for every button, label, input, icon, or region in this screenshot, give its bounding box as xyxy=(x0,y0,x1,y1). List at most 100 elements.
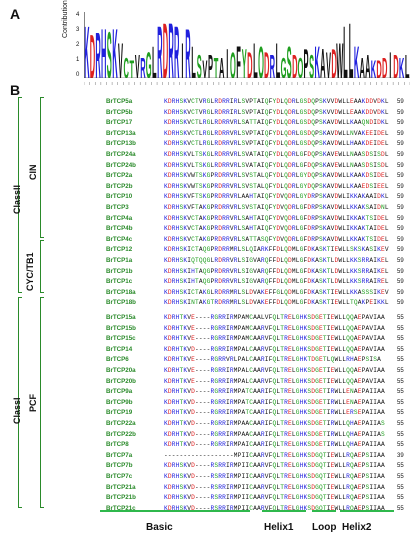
sequence-name: BrTCP2b xyxy=(106,182,133,190)
sequence-name: BrTCP13a xyxy=(106,129,136,137)
alignment-row: BrTCP24b KDRHSKVLTSKGLRDRRVRLSVATAIQFYDLQ… xyxy=(0,161,415,172)
sequence-name: BrTCP18b xyxy=(106,299,136,307)
logo-position-axis xyxy=(84,82,410,85)
logo-residue: R xyxy=(157,12,162,78)
sequence-name: BrTCP14 xyxy=(106,345,133,353)
sequence-name: BrTCP3 xyxy=(106,204,129,211)
alignment-row: BrTCP21c KDRHSKVD----RSRRIRMPIICAARVFQLTR… xyxy=(0,504,415,515)
sequence-residues: KDRHSKICTAQGPRDRRMRLSLQIARKFFDLQDMLGFDKA… xyxy=(164,246,389,254)
sequence-length: 55 xyxy=(397,474,404,480)
alignment-row: BrTCP15b KDRHTKVE----RGRRIRMPAMCAARVFQLTR… xyxy=(0,324,415,335)
alignment-row: BrTCP13b KDRHSKVCTLRGLRDRRVRLSVPTAIQFYDLQ… xyxy=(0,139,415,150)
sequence-length: 59 xyxy=(397,258,404,264)
sequence-length: 55 xyxy=(397,357,404,364)
logo-residue: P xyxy=(304,42,309,78)
logo-residue: I xyxy=(389,45,391,78)
bracket-tick xyxy=(40,297,44,298)
logo-residue: R xyxy=(270,49,275,78)
sequence-length: 55 xyxy=(397,315,404,321)
sequence-length: 59 xyxy=(397,205,404,211)
sequence-name: BrTCP22a xyxy=(106,420,136,427)
alignment-row: BrTCP5b KDRHSKVCTVRGLRDRRIRLSVPTAIQFYDLQD… xyxy=(0,108,415,119)
sequence-name: BrTCP1a xyxy=(106,257,133,264)
sequence-name: BrTCP19 xyxy=(106,409,133,417)
sequence-residues: KDRHSKVCTVRGLRDRRIRLSVPTAIQFYDLQDRLGSDQP… xyxy=(164,108,389,116)
sequence-length: 55 xyxy=(397,442,404,449)
loop-region-label: Loop xyxy=(312,522,337,533)
sequence-residues: KDRHTKVD----RGRRIRMPALCAARVFQLTRELGHKSDG… xyxy=(164,345,385,353)
logo-residue: K xyxy=(354,36,360,78)
sequence-length: 55 xyxy=(397,410,404,417)
logo-residue: K xyxy=(399,53,405,78)
alignment-row: BrTCP12 KDRHSKICTAQGPRDRRMRLSLQIARKFFDLQD… xyxy=(0,245,415,256)
logo-residue: L xyxy=(349,12,354,78)
sequence-name: BrTCP20b xyxy=(106,377,136,385)
sequence-name: BrTCP13b xyxy=(106,140,136,148)
alignment-row: BrTCP21b KDRHSKVD----RSRRIRMPIICAARVFQLTR… xyxy=(0,493,415,504)
sequence-length: 59 xyxy=(397,173,404,180)
cin-bracket xyxy=(40,97,41,237)
sequence-length: 55 xyxy=(397,484,404,491)
sequence-length: 55 xyxy=(397,431,404,438)
sequence-length: 55 xyxy=(397,378,404,385)
sequence-residues: KDRHSKICTAKGLRDRRMRLSLDVAKEFFGLQDMLGFDKA… xyxy=(164,288,389,296)
sequence-name: BrTCP12 xyxy=(106,246,133,254)
sequence-name: BrTCP5b xyxy=(106,108,133,116)
logo-residue: Q xyxy=(258,36,264,78)
alignment-row: BrTCP17 KDRHSKVCTLRGLRDRRVRLSATTAIQFYDLQD… xyxy=(0,118,415,129)
sequence-residues: KDRHTKVE----RGRRIRMPALCAARVFQLTRELGHKSDG… xyxy=(164,367,385,374)
logo-residue: C xyxy=(123,53,128,78)
cin-label: CIN xyxy=(28,164,38,181)
pcf-label: PCF xyxy=(28,394,38,412)
logo-residue: V xyxy=(118,33,123,78)
class2-bracket xyxy=(18,97,19,292)
sequence-name: BrTCP21a xyxy=(106,483,136,491)
logo-residue: L xyxy=(276,33,281,78)
logo-residue: Q xyxy=(297,53,303,78)
sequence-name: BrTCP21c xyxy=(106,504,136,512)
alignment-row: BrTCP21a KDRHSKVD----RSRRIRMPIICAARVFQLTR… xyxy=(0,483,415,494)
logo-residue: G xyxy=(281,53,287,78)
bracket-tick xyxy=(18,507,22,508)
alignment-row: BrTCP3 KDRHSKVFTAKGPRDRRVRLSVSTAIQFYDVQDR… xyxy=(0,203,415,214)
logo-ytick: 0 xyxy=(76,72,80,78)
logo-residue: T xyxy=(129,55,134,78)
sequence-name: BrTCP22b xyxy=(106,430,136,438)
sequence-residues: KDRHSKVD----RSRRIRMPIICAARVFQLTRELGHKSDG… xyxy=(164,504,385,512)
alignment-row: BrTCP4c KDRHSKVCTAKGPRDRRVRLSATTASQFYDVQD… xyxy=(0,235,415,246)
sequence-residues: KDRHSKVCTVRGLRDRRIRLSVPTAIQFYDLQDRLGSDQP… xyxy=(164,98,389,105)
alignment-row: BrTCP2b KDRHSKVWTSKGPRDRRVRLSVSTALQFYDLQD… xyxy=(0,182,415,193)
sequence-residues: KDRHSKVCTLRGLRDRRVRLSVPTAIQFYDLQDRLGSDQP… xyxy=(164,129,389,137)
sequence-residues: KDRHTKVE----RGRRIRMPALCAARVFQLTRELGHKSDG… xyxy=(164,377,385,385)
sequence-length: 59 xyxy=(397,268,404,275)
sequence-name: BrTCP24a xyxy=(106,151,136,158)
sequence-name: BrTCP9b xyxy=(106,398,133,406)
sequence-residues: KDRHSKVD----RSRRIRMPIICAARVFQLTRELGHKSDG… xyxy=(164,462,385,470)
sequence-residues: KDRHSKVFTSKGPRDRRVRLAAHTAIQFYDVQDRLGYDRP… xyxy=(164,193,389,201)
sequence-length: 55 xyxy=(397,368,404,374)
sequence-length: 55 xyxy=(397,399,404,406)
alignment-row: BrTCP9b KDRHTKVD----RGRRIRMPATCAARIFQLTRE… xyxy=(0,398,415,409)
bracket-tick xyxy=(18,292,22,293)
sequence-name: BrTCP7b xyxy=(106,462,133,470)
logo-residue: D xyxy=(382,53,387,78)
sequence-length: 55 xyxy=(397,463,404,470)
sequence-name: BrTCP18a xyxy=(106,288,136,296)
sequence-name: BrTCP1c xyxy=(106,278,133,286)
sequence-name: BrTCP17 xyxy=(106,119,133,127)
alignment-row: BrTCP4b KDRHSKVCTAKGPRDRRVRLSAHTAIQFYDVQD… xyxy=(0,224,415,235)
bracket-tick xyxy=(18,297,22,298)
panel-a-label: A xyxy=(10,6,21,22)
logo-ytick: 3 xyxy=(76,27,80,33)
logo-residue: K xyxy=(371,55,377,78)
sequence-length: 55 xyxy=(397,495,404,502)
alignment-row: BrTCP19 KDRHTKVD----RGRRIRMPATCAARIFQLTRE… xyxy=(0,408,415,419)
helix2-region-label: Helix2 xyxy=(342,522,372,533)
alignment-row: BrTCP10 KDRHSKVFTSKGPRDRRVRLAAHTAIQFYDVQD… xyxy=(0,192,415,203)
bracket-tick xyxy=(40,97,44,98)
logo-residue: H xyxy=(101,15,106,78)
logo-residue: A xyxy=(320,42,325,78)
logo-residue: I xyxy=(226,42,228,78)
logo-residue: F xyxy=(236,36,241,78)
panel-b-label: B xyxy=(10,82,21,98)
